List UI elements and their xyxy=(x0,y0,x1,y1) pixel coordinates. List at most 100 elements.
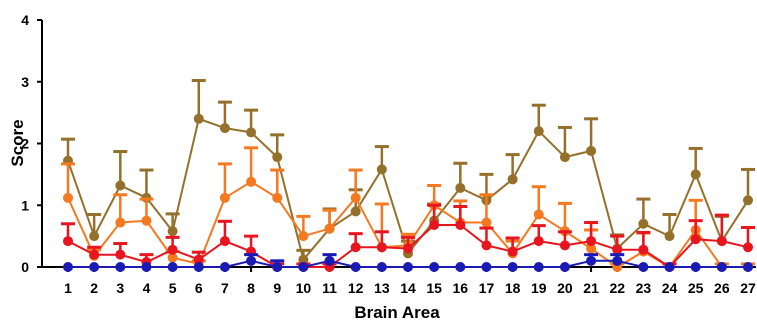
data-point xyxy=(63,262,73,272)
x-axis-title: Brain Area xyxy=(354,303,440,322)
data-point xyxy=(350,206,361,217)
x-tick-label: 17 xyxy=(479,280,495,296)
x-tick-label: 3 xyxy=(116,280,124,296)
data-point xyxy=(690,234,701,245)
series-3 xyxy=(61,203,755,272)
data-point xyxy=(586,145,597,156)
data-point xyxy=(481,240,492,251)
data-point xyxy=(716,262,727,272)
data-point xyxy=(115,217,126,228)
data-point xyxy=(298,254,309,265)
data-point xyxy=(115,249,126,260)
data-point xyxy=(246,255,257,266)
x-tick-label: 27 xyxy=(740,280,756,296)
data-point xyxy=(507,246,518,257)
x-tick-label: 12 xyxy=(348,280,364,296)
data-point xyxy=(63,192,73,203)
data-point xyxy=(690,169,701,180)
data-point xyxy=(429,220,440,231)
data-point xyxy=(743,195,753,206)
x-tick-label: 1 xyxy=(64,280,72,296)
data-point xyxy=(455,182,466,193)
x-tick-label: 18 xyxy=(505,280,521,296)
data-point xyxy=(376,262,387,272)
data-point xyxy=(586,255,597,266)
data-point xyxy=(559,152,570,163)
data-point xyxy=(167,262,178,272)
x-ticks: 1 2 3 4 5 6 7 8 9 10 11 12 13 14 15 16 17 18 19 20 21 22 23 24 2… xyxy=(64,267,756,296)
x-tick-label: 10 xyxy=(296,280,312,296)
data-point xyxy=(559,240,570,251)
x-tick-label: 7 xyxy=(221,280,229,296)
x-tick-label: 4 xyxy=(143,280,151,296)
data-point xyxy=(403,243,413,254)
data-point xyxy=(193,254,204,265)
y-tick-label: 4 xyxy=(21,12,29,28)
x-tick-label: 26 xyxy=(714,280,730,296)
data-point xyxy=(586,243,597,254)
x-tick-label: 8 xyxy=(247,280,255,296)
data-point xyxy=(533,262,544,272)
data-point xyxy=(219,236,230,247)
x-tick-label: 23 xyxy=(636,280,652,296)
data-point xyxy=(89,249,100,260)
data-point xyxy=(507,262,518,272)
data-point xyxy=(507,174,518,185)
y-tick-label: 2 xyxy=(21,136,29,152)
x-tick-label: 19 xyxy=(531,280,547,296)
data-point xyxy=(219,262,230,272)
data-point xyxy=(559,262,570,272)
x-tick-label: 13 xyxy=(374,280,390,296)
data-point xyxy=(115,180,126,191)
data-point xyxy=(89,262,100,272)
y-axis-title: Score xyxy=(8,119,27,166)
data-point xyxy=(141,215,152,226)
data-point xyxy=(586,236,597,247)
plot-area xyxy=(61,79,755,272)
data-point xyxy=(193,262,204,272)
data-point xyxy=(167,252,178,263)
data-point xyxy=(403,262,413,272)
data-point xyxy=(376,242,387,253)
data-point xyxy=(743,242,753,253)
data-point xyxy=(638,262,649,272)
x-tick-label: 6 xyxy=(195,280,203,296)
data-point xyxy=(481,217,492,228)
data-point xyxy=(246,176,257,187)
data-point xyxy=(743,262,753,272)
data-point xyxy=(350,242,361,253)
series-4 xyxy=(63,253,753,272)
data-point xyxy=(716,236,727,247)
data-point xyxy=(612,244,623,255)
data-point xyxy=(533,236,544,247)
data-point xyxy=(481,262,492,272)
data-point xyxy=(350,262,361,272)
data-point xyxy=(298,262,309,272)
x-tick-label: 2 xyxy=(90,280,98,296)
data-point xyxy=(89,231,100,242)
x-tick-label: 9 xyxy=(273,280,281,296)
x-tick-label: 11 xyxy=(322,280,337,296)
y-tick-label: 3 xyxy=(21,74,29,90)
data-point xyxy=(246,127,257,138)
y-tick-label: 0 xyxy=(21,259,29,275)
data-point xyxy=(219,192,230,203)
data-point xyxy=(664,231,675,242)
data-point xyxy=(272,152,283,163)
data-point xyxy=(272,262,283,272)
data-point xyxy=(115,262,126,272)
y-ticks: 0 1 2 3 4 xyxy=(21,12,42,275)
x-tick-label: 14 xyxy=(400,280,416,296)
data-point xyxy=(219,123,230,134)
data-point xyxy=(324,255,335,266)
data-point xyxy=(167,244,178,255)
data-point xyxy=(272,192,283,203)
x-tick-label: 16 xyxy=(453,280,469,296)
data-point xyxy=(690,262,701,272)
data-point xyxy=(612,255,623,266)
data-point xyxy=(324,223,335,234)
x-tick-label: 20 xyxy=(557,280,573,296)
data-point xyxy=(664,262,675,272)
data-point xyxy=(63,236,73,247)
